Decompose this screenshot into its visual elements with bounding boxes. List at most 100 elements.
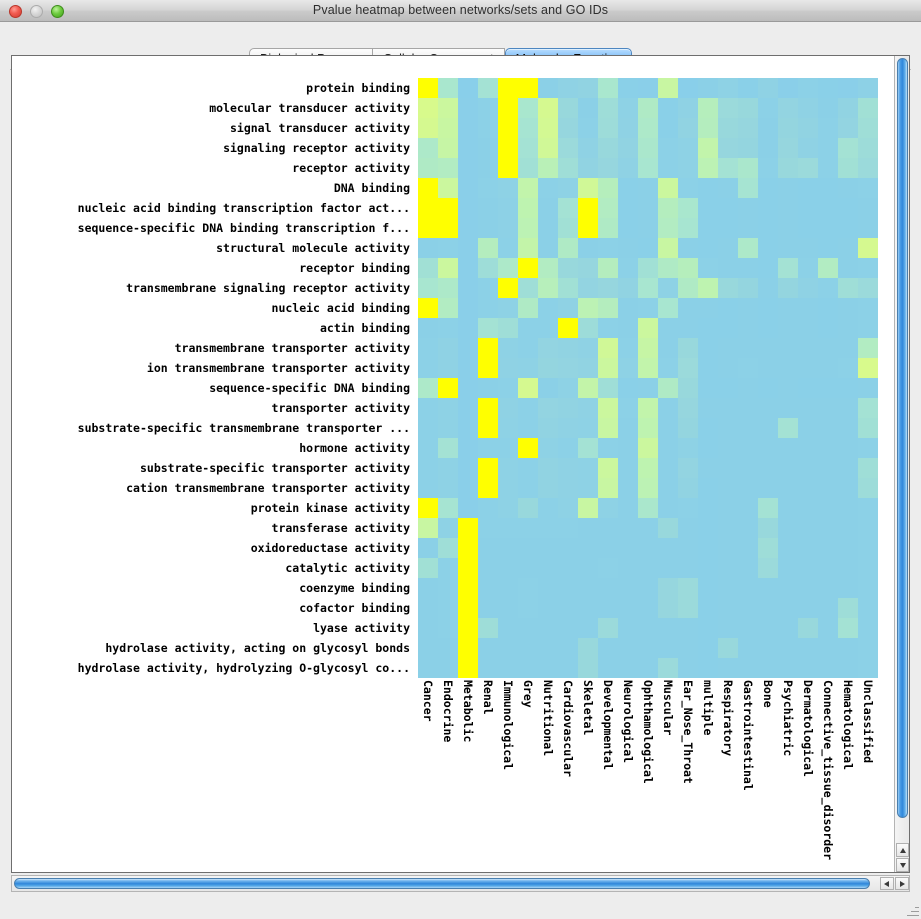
heatmap-cell[interactable] xyxy=(758,278,778,298)
heatmap-cell[interactable] xyxy=(778,218,798,238)
heatmap-cell[interactable] xyxy=(538,298,558,318)
heatmap-cell[interactable] xyxy=(638,278,658,298)
heatmap-cell[interactable] xyxy=(578,378,598,398)
heatmap-cell[interactable] xyxy=(818,178,838,198)
heatmap-cell[interactable] xyxy=(418,498,438,518)
heatmap-cell[interactable] xyxy=(698,258,718,278)
heatmap-cell[interactable] xyxy=(798,538,818,558)
heatmap-cell[interactable] xyxy=(478,178,498,198)
heatmap-cell[interactable] xyxy=(418,598,438,618)
heatmap-cell[interactable] xyxy=(758,418,778,438)
heatmap-cell[interactable] xyxy=(618,518,638,538)
heatmap-cell[interactable] xyxy=(658,178,678,198)
heatmap-cell[interactable] xyxy=(858,338,878,358)
heatmap-cell[interactable] xyxy=(738,98,758,118)
heatmap-cell[interactable] xyxy=(798,78,818,98)
heatmap-cell[interactable] xyxy=(418,638,438,658)
heatmap-cell[interactable] xyxy=(418,618,438,638)
heatmap-cell[interactable] xyxy=(578,458,598,478)
heatmap-cell[interactable] xyxy=(578,358,598,378)
heatmap-cell[interactable] xyxy=(718,418,738,438)
heatmap-cell[interactable] xyxy=(438,98,458,118)
heatmap-cell[interactable] xyxy=(598,78,618,98)
heatmap-cell[interactable] xyxy=(858,578,878,598)
heatmap-cell[interactable] xyxy=(478,518,498,538)
heatmap-cell[interactable] xyxy=(458,198,478,218)
heatmap-cell[interactable] xyxy=(458,118,478,138)
heatmap-cell[interactable] xyxy=(618,258,638,278)
heatmap-cell[interactable] xyxy=(758,78,778,98)
heatmap-cell[interactable] xyxy=(518,478,538,498)
heatmap-cell[interactable] xyxy=(438,158,458,178)
heatmap-cell[interactable] xyxy=(698,318,718,338)
heatmap-cell[interactable] xyxy=(818,438,838,458)
heatmap-cell[interactable] xyxy=(418,378,438,398)
heatmap-cell[interactable] xyxy=(618,358,638,378)
heatmap-cell[interactable] xyxy=(518,78,538,98)
heatmap-cell[interactable] xyxy=(598,398,618,418)
heatmap-cell[interactable] xyxy=(438,538,458,558)
heatmap-cell[interactable] xyxy=(418,478,438,498)
heatmap-cell[interactable] xyxy=(598,518,618,538)
heatmap-cell[interactable] xyxy=(478,558,498,578)
heatmap-cell[interactable] xyxy=(718,578,738,598)
heatmap-cell[interactable] xyxy=(538,638,558,658)
heatmap-cell[interactable] xyxy=(678,318,698,338)
heatmap-cell[interactable] xyxy=(758,218,778,238)
heatmap-cell[interactable] xyxy=(718,118,738,138)
heatmap-cell[interactable] xyxy=(738,558,758,578)
heatmap-cell[interactable] xyxy=(558,318,578,338)
heatmap-cell[interactable] xyxy=(798,438,818,458)
heatmap-cell[interactable] xyxy=(558,498,578,518)
heatmap-cell[interactable] xyxy=(838,458,858,478)
heatmap-cell[interactable] xyxy=(458,318,478,338)
heatmap-cell[interactable] xyxy=(758,438,778,458)
heatmap-cell[interactable] xyxy=(858,298,878,318)
heatmap-cell[interactable] xyxy=(698,138,718,158)
heatmap-cell[interactable] xyxy=(638,178,658,198)
minimize-button[interactable] xyxy=(30,5,43,18)
heatmap-cell[interactable] xyxy=(538,98,558,118)
heatmap-cell[interactable] xyxy=(698,538,718,558)
heatmap-cell[interactable] xyxy=(558,218,578,238)
heatmap-cell[interactable] xyxy=(718,378,738,398)
heatmap-cell[interactable] xyxy=(758,578,778,598)
heatmap-cell[interactable] xyxy=(778,198,798,218)
heatmap-cell[interactable] xyxy=(538,438,558,458)
heatmap-cell[interactable] xyxy=(818,98,838,118)
heatmap-cell[interactable] xyxy=(558,158,578,178)
heatmap-cell[interactable] xyxy=(458,458,478,478)
heatmap-cell[interactable] xyxy=(538,498,558,518)
heatmap-cell[interactable] xyxy=(658,278,678,298)
heatmap-cell[interactable] xyxy=(738,318,758,338)
heatmap-cell[interactable] xyxy=(718,498,738,518)
heatmap-cell[interactable] xyxy=(578,258,598,278)
heatmap-cell[interactable] xyxy=(818,518,838,538)
heatmap-cell[interactable] xyxy=(698,658,718,678)
heatmap-cell[interactable] xyxy=(698,418,718,438)
heatmap-cell[interactable] xyxy=(698,118,718,138)
heatmap-cell[interactable] xyxy=(538,378,558,398)
heatmap-cell[interactable] xyxy=(658,218,678,238)
heatmap-cell[interactable] xyxy=(658,618,678,638)
heatmap-cell[interactable] xyxy=(518,558,538,578)
heatmap-cell[interactable] xyxy=(638,198,658,218)
heatmap-cell[interactable] xyxy=(618,118,638,138)
heatmap-cell[interactable] xyxy=(578,658,598,678)
heatmap-cell[interactable] xyxy=(798,298,818,318)
heatmap-cell[interactable] xyxy=(718,458,738,478)
heatmap-cell[interactable] xyxy=(858,458,878,478)
heatmap-cell[interactable] xyxy=(458,278,478,298)
heatmap-cell[interactable] xyxy=(558,378,578,398)
heatmap-cell[interactable] xyxy=(858,478,878,498)
heatmap-cell[interactable] xyxy=(718,558,738,578)
heatmap-cell[interactable] xyxy=(678,578,698,598)
heatmap-cell[interactable] xyxy=(558,598,578,618)
heatmap-cell[interactable] xyxy=(458,398,478,418)
heatmap-cell[interactable] xyxy=(638,598,658,618)
heatmap-cell[interactable] xyxy=(438,318,458,338)
heatmap-cell[interactable] xyxy=(578,198,598,218)
heatmap-cell[interactable] xyxy=(458,478,478,498)
heatmap-cell[interactable] xyxy=(518,198,538,218)
heatmap-cell[interactable] xyxy=(818,158,838,178)
